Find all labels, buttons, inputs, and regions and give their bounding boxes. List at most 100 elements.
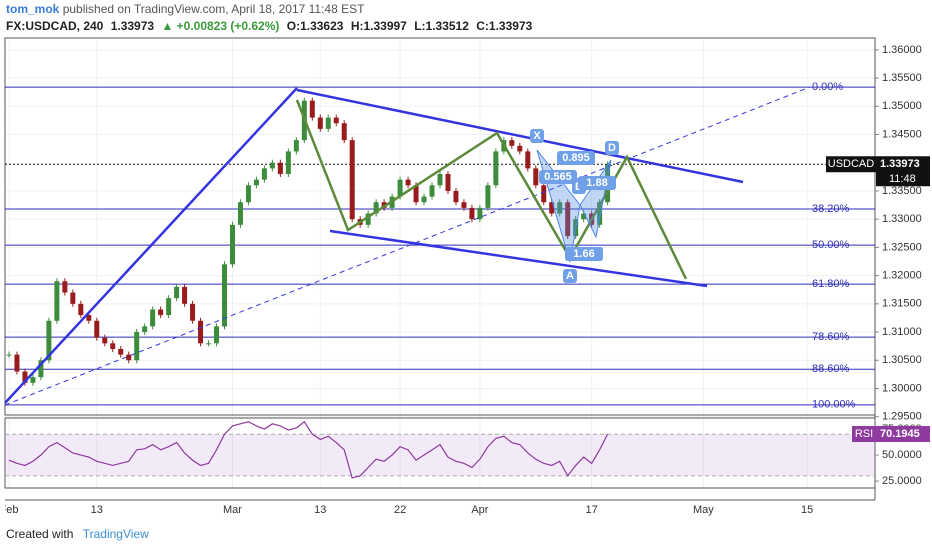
candle-body <box>453 190 459 203</box>
price-badge <box>876 156 930 187</box>
candle-body <box>110 343 116 349</box>
candle-body <box>549 202 555 214</box>
candle-body <box>533 168 539 186</box>
low: L:1.33512 <box>414 19 469 33</box>
footer: Created with TradingView <box>6 527 149 541</box>
last: 1.33973 <box>110 19 155 33</box>
candle-body <box>405 179 411 186</box>
candle-body <box>277 162 283 175</box>
rsi-line <box>8 420 609 479</box>
y-tick-label: 1.32500 <box>882 241 922 253</box>
symbol-badge <box>826 156 876 173</box>
close: C:1.33973 <box>476 19 533 33</box>
x-tick-label: 13 <box>91 504 103 516</box>
fib-label: 88.60% <box>812 363 850 375</box>
candle-body <box>237 202 243 225</box>
x-tick-label: 13 <box>314 504 326 516</box>
y-tick-label: 1.35500 <box>882 72 922 84</box>
pattern-ratio: 1.88 <box>586 177 607 189</box>
candle-body <box>182 286 188 304</box>
author[interactable]: tom_mok <box>6 2 60 16</box>
candle-body <box>214 326 220 344</box>
candle-body <box>102 337 108 344</box>
candle-body <box>421 196 427 203</box>
candle-body <box>565 202 571 237</box>
candle-body <box>333 117 339 124</box>
y-tick-label: 1.31000 <box>882 326 922 338</box>
candle-body <box>198 320 204 344</box>
rsi-layer <box>5 420 875 479</box>
rsi-band <box>5 434 875 476</box>
candle-body <box>245 185 251 203</box>
channel-lower <box>329 229 708 288</box>
trend-line <box>5 87 298 404</box>
x-tick-label: 22 <box>394 504 406 516</box>
fib-label: 78.60% <box>812 331 850 343</box>
candle-body <box>78 303 84 316</box>
candle-body <box>461 202 467 208</box>
x-tick-label: Apr <box>471 504 488 516</box>
candle-body <box>581 213 587 220</box>
y-tick-label: 1.31500 <box>882 298 922 310</box>
x-tick-label: Mar <box>223 504 242 516</box>
main-layer: 0.00% 38.20% 50.00% 61.80% 78.60% 88.60% 100.0… <box>5 81 875 411</box>
candle-body <box>166 298 172 316</box>
rsi-tick-label: 25.0000 <box>882 475 922 487</box>
brand[interactable]: TradingView <box>82 527 149 541</box>
candle-body <box>38 360 44 378</box>
candle-body <box>525 151 531 169</box>
candle-body <box>485 185 491 208</box>
candle-body <box>397 179 403 197</box>
fib-label: 0.00% <box>812 81 843 93</box>
candle-body <box>429 185 435 197</box>
pattern-point: D <box>608 142 616 154</box>
last-time-label: 11:48 <box>889 173 916 185</box>
candle-body <box>142 326 148 333</box>
candle-body <box>30 377 36 383</box>
open: O:1.33623 <box>286 19 344 33</box>
candle-body <box>341 123 347 141</box>
pattern-point: X <box>533 130 541 142</box>
rsi-name-badge <box>852 426 876 443</box>
candle-body <box>293 140 299 152</box>
candle-body <box>557 202 563 214</box>
rsi-tick-label: 50.0000 <box>882 449 922 461</box>
symbol-label: USDCAD <box>828 158 875 170</box>
change: ▲ +0.00823 (+0.62%) <box>161 19 280 33</box>
candle-body <box>349 140 355 220</box>
candle-body <box>285 151 291 175</box>
candle-body <box>158 309 164 316</box>
y-tick-label: 1.29500 <box>882 411 922 423</box>
fib-label: 100.00% <box>812 399 856 411</box>
candle-body <box>150 309 156 327</box>
rsi-name: RSI <box>855 428 873 440</box>
rsi-value-badge <box>876 426 930 443</box>
x-tick-label: May <box>693 504 714 516</box>
candle-body <box>22 371 28 383</box>
channel-upper <box>296 88 744 184</box>
candle-body <box>437 174 443 186</box>
ratio-badge <box>565 247 603 261</box>
ratio-badge <box>539 170 577 184</box>
zigzag <box>295 99 688 280</box>
candle-body <box>54 281 60 321</box>
candle-body <box>541 185 547 203</box>
candle-body <box>509 140 515 146</box>
candle-body <box>269 162 275 169</box>
y-tick-label: 1.34500 <box>882 128 922 140</box>
dashed-trend <box>5 86 811 406</box>
candle-body <box>118 348 124 355</box>
candle-body <box>253 179 259 186</box>
candle-body <box>493 151 499 186</box>
candle-body <box>445 174 451 191</box>
candle-body <box>469 207 475 220</box>
candle-body <box>373 202 379 214</box>
last-price-label: 1.33973 <box>880 158 920 170</box>
candle-body <box>229 224 235 265</box>
created-with: Created with <box>6 527 74 541</box>
candle-body <box>597 202 603 225</box>
publish-line: tom_mok published on TradingView.com, Ap… <box>6 2 364 16</box>
symbol: FX:USDCAD, 240 <box>6 19 104 33</box>
y-tick-label: 1.33500 <box>882 185 922 197</box>
